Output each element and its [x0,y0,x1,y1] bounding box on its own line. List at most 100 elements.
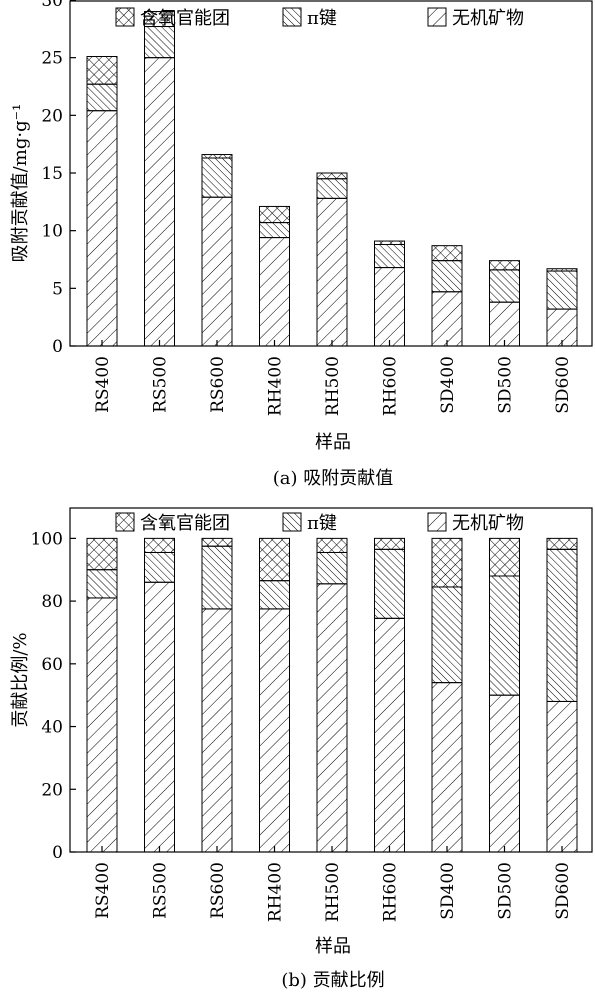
x-tick-label: SD600 [553,356,573,414]
x-tick-label: RS400 [93,356,113,413]
legend-swatch [282,512,302,532]
bar-segment [86,56,118,85]
bar-segment [86,83,118,112]
bar-segment [316,178,348,199]
bar-segment [431,586,463,684]
chart-a-xticks: RS400 RS500 RS600 RH400 RH500 RH600 SD400 SD500… [93,340,573,416]
bar-segment [316,583,348,853]
y-tick-label: 60 [41,655,63,675]
y-tick-label: 30 [41,0,63,11]
chart-a-frame [69,0,593,347]
chart-b-frame [69,507,593,853]
bar-segment [259,580,290,610]
bar-segment [374,537,405,550]
bar-segment [144,537,175,553]
bar-segment [316,537,348,553]
bar-segment [374,617,405,853]
chart-a-caption: (a) 吸附贡献值 [273,468,394,489]
x-tick-label: SD500 [496,356,516,414]
bar-segment [144,57,175,347]
bar-segment [374,548,405,619]
bar-segment [201,537,233,547]
x-tick-label: RS600 [208,862,228,919]
y-tick-label: 0 [52,843,63,863]
bar-segment [316,172,348,180]
bar-segment [86,110,118,347]
y-tick-label: 40 [41,718,63,738]
chart-b-xticks: RS400 RS500 RS600 RH400 RH500 RH600 SD400 SD500… [93,846,573,922]
bar-segment [431,291,463,347]
y-tick-label: 0 [52,337,63,357]
bar-segment [431,537,463,588]
bar-segment [201,608,233,853]
x-tick-label: RH400 [266,862,286,922]
y-tick-label: 25 [41,49,63,69]
chart-b-xlabel: 样品 [315,936,351,957]
bar-segment [489,694,520,853]
bar-segment [259,205,290,224]
bar-segment [489,575,520,696]
y-tick-label: 5 [52,279,63,299]
bar-segment [144,26,175,59]
x-tick-label: RH500 [323,862,343,922]
y-tick-label: 100 [31,529,63,549]
bar-segment [259,237,290,347]
bar-segment [431,682,463,853]
bar-segment [86,569,118,599]
legend-swatch [427,512,447,532]
bar-segment [546,700,578,853]
bar-segment [489,301,520,347]
x-tick-label: RH500 [323,356,343,416]
bar-segment [144,581,175,853]
bar-segment [546,270,578,310]
x-tick-label: SD400 [438,356,458,414]
bar-segment [316,197,348,347]
chart-a-yticks: 0 5 10 15 20 25 30 [41,0,76,357]
x-tick-label: SD400 [438,862,458,920]
y-tick-label: 10 [41,222,63,242]
chart-b-bars [86,537,578,853]
y-tick-label: 15 [41,164,63,184]
bar-segment [201,157,233,198]
x-tick-label: RH600 [381,862,401,922]
bar-segment [201,196,233,347]
bar-segment [316,551,348,585]
chart-a: 0 5 10 15 20 25 30 RS400 RS500 RS600 RH400 RH500 RH… [10,0,593,489]
bar-segment [259,222,290,239]
chart-a-xlabel: 样品 [315,432,351,453]
bar-segment [374,267,405,347]
legend-swatch [282,7,302,27]
bar-segment [201,154,233,159]
bar-segment [489,537,520,577]
x-tick-label: RS600 [208,356,228,413]
bar-segment [546,548,578,702]
chart-b-legend: 含氧官能团 π键 无机矿物 [115,512,524,534]
chart-a-bars [86,11,578,347]
x-tick-label: RS500 [151,862,171,919]
y-tick-label: 80 [41,592,63,612]
bar-segment [546,537,578,550]
legend-swatch [427,7,447,27]
legend-label: 无机矿物 [452,8,524,29]
legend-label: 无机矿物 [452,513,524,534]
bar-segment [431,245,463,262]
bar-segment [374,244,405,269]
bar-segment [431,260,463,293]
chart-b-yticks: 0 20 40 60 80 100 [31,529,76,863]
bar-segment [489,269,520,303]
bar-segment [86,537,118,571]
x-tick-label: SD600 [553,862,573,920]
chart-b-ylabel: 贡献比例/% [10,632,31,727]
legend-label: π键 [307,8,337,29]
bar-segment [546,308,578,347]
x-tick-label: SD500 [496,862,516,920]
x-tick-label: RH600 [381,356,401,416]
legend-label: 含氧官能团 [140,513,230,534]
x-tick-label: RS400 [93,862,113,919]
legend-label: π键 [307,513,337,534]
bar-segment [489,260,520,271]
chart-b: 0 20 40 60 80 100 RS400 RS500 RS600 RH400 RH500 RH… [10,507,593,991]
x-tick-label: RH400 [266,356,286,416]
y-tick-label: 20 [41,106,63,126]
